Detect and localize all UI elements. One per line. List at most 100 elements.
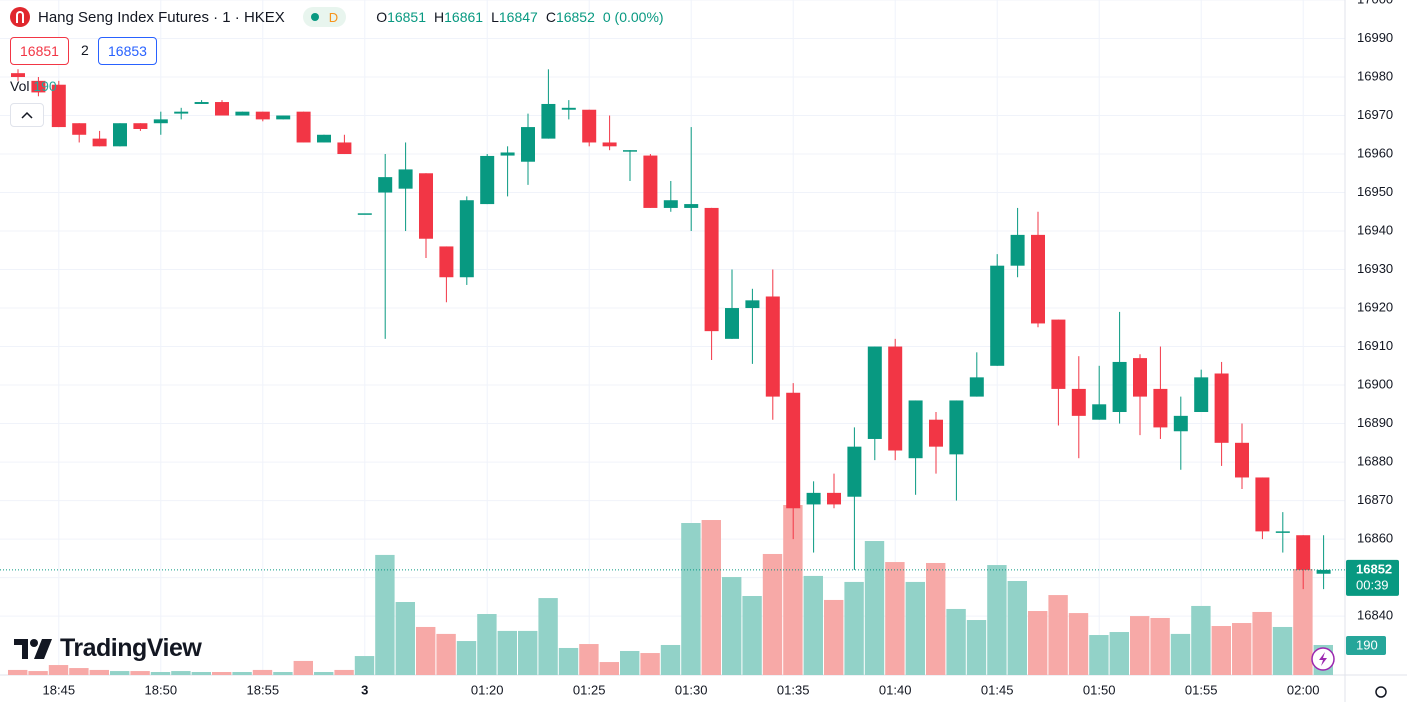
buy-button[interactable]: 16853 [98, 37, 157, 65]
y-tick-label: 16950 [1357, 184, 1393, 199]
volume-bar [1089, 635, 1109, 675]
candle-body [969, 377, 984, 397]
x-tick-label: 3 [361, 682, 368, 697]
candle-body [1010, 234, 1025, 266]
candle-body [1275, 531, 1290, 533]
y-tick-label: 16940 [1357, 222, 1393, 237]
candle-body [317, 134, 331, 143]
h-label: H [434, 9, 445, 25]
volume-bar [477, 614, 497, 675]
candle-body [133, 123, 148, 129]
x-tick-label: 18:45 [43, 682, 76, 697]
candle-body [235, 111, 250, 116]
candle-body [1051, 319, 1066, 389]
candle-body [113, 123, 127, 147]
x-tick-label: 18:50 [145, 682, 178, 697]
candle-body [439, 246, 454, 278]
x-tick-label: 01:45 [981, 682, 1014, 697]
volume-bar [416, 626, 436, 675]
volume-bar [1150, 617, 1170, 675]
candle-body [623, 150, 637, 152]
candle-body [929, 419, 943, 447]
candle-body [500, 152, 515, 156]
brand-icon [14, 638, 52, 659]
candle-body [378, 177, 393, 193]
h-value: 16861 [444, 9, 484, 25]
lightning-icon [1319, 652, 1327, 666]
candle-body [51, 84, 66, 128]
x-tick-label: 01:25 [573, 682, 606, 697]
candle-body [419, 173, 433, 239]
volume-bar [783, 505, 803, 675]
candle-body [11, 73, 25, 78]
candle-body [1031, 234, 1045, 324]
candle-body [1255, 477, 1270, 532]
volume-bar [293, 660, 313, 675]
candle-body [867, 346, 882, 439]
candle-body [949, 400, 964, 455]
volume-bar [1211, 626, 1231, 675]
volume-bar [1293, 568, 1313, 675]
change: 0 (0.00%) [602, 9, 664, 25]
volume-bar [69, 668, 89, 675]
y-tick-label: 16890 [1357, 415, 1393, 430]
collapse-button[interactable] [10, 103, 44, 127]
candle-body [765, 296, 780, 397]
volume-bar [375, 554, 395, 675]
volume-bar [538, 598, 558, 675]
candle-body [1235, 442, 1249, 478]
candle-body [153, 119, 168, 124]
volume-bar [1068, 613, 1089, 675]
volume-bar [844, 581, 864, 675]
volume-legend: Vol 190 [10, 78, 57, 94]
last-price-label: 16852 [1356, 561, 1392, 576]
volume-bar [742, 596, 762, 675]
volume-label: Vol [10, 78, 30, 94]
l-label: L [491, 9, 499, 25]
o-value: 16851 [387, 9, 427, 25]
y-tick-label: 16870 [1357, 492, 1393, 507]
y-tick-label: 17000 [1357, 0, 1393, 6]
candle-body [398, 169, 413, 189]
spread: 2 [81, 42, 89, 58]
candle-body [1194, 377, 1209, 413]
interval-badge: D [328, 9, 339, 25]
volume-bar [497, 630, 517, 675]
volume-bar [232, 671, 252, 675]
candle-body [786, 392, 801, 509]
volume-bar [946, 608, 966, 675]
candle-body [276, 115, 291, 120]
volume-bar [864, 541, 885, 675]
candle-body [1316, 569, 1331, 574]
volume-bar [762, 553, 783, 675]
volume-bar [395, 602, 415, 675]
c-label: C [545, 9, 556, 25]
y-tick-label: 16880 [1357, 454, 1393, 469]
volume-bar [1109, 632, 1129, 675]
volume-bar [436, 633, 456, 675]
candle-body [745, 300, 760, 309]
x-tick-label: 01:50 [1083, 682, 1116, 697]
candle-body [561, 107, 576, 110]
sell-button[interactable]: 16851 [10, 37, 69, 65]
candle-body [1112, 361, 1127, 413]
settings-icon[interactable] [1375, 686, 1387, 698]
volume-bar [599, 662, 619, 675]
candle-body [704, 207, 719, 332]
candle-body [31, 80, 46, 93]
candle-body [1153, 388, 1168, 428]
status-badge[interactable]: D [302, 7, 347, 27]
volume-bar [701, 520, 721, 675]
candle-body [990, 265, 1005, 366]
volume-bar [1028, 611, 1048, 675]
candle-body [847, 446, 862, 497]
volume-bar [1130, 616, 1150, 675]
volume-bar [1272, 626, 1293, 675]
candle-body [1071, 388, 1086, 416]
volume-bar [1048, 595, 1068, 675]
candle-body [357, 213, 372, 215]
volume-value: 190 [33, 78, 57, 94]
symbol-title[interactable]: Hang Seng Index Futures · 1 · HKEX [38, 8, 285, 26]
volume-bar [48, 665, 69, 675]
